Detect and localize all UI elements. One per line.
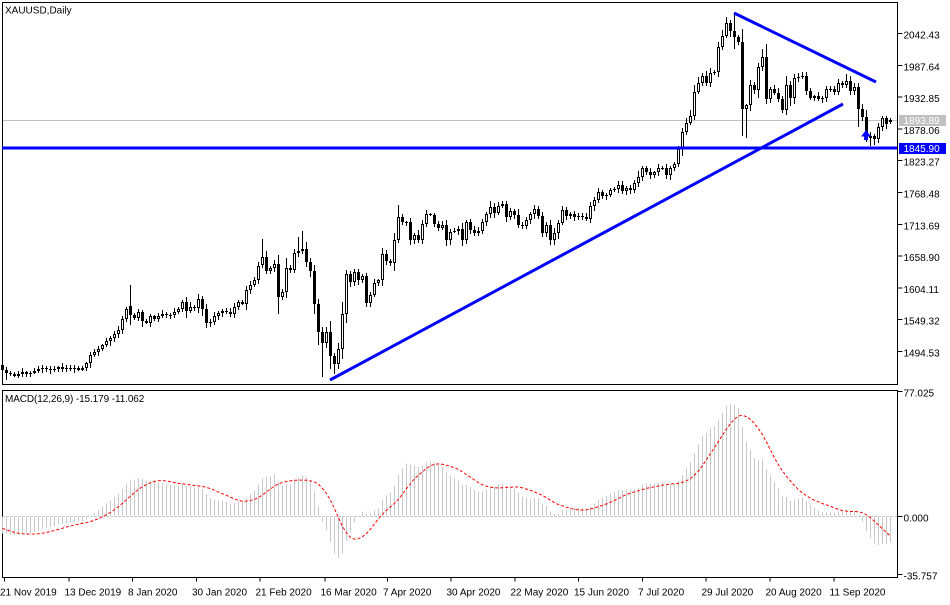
svg-text:1658.90: 1658.90 (904, 253, 941, 264)
svg-text:-35.757: -35.757 (904, 572, 938, 583)
svg-text:13 Dec 2019: 13 Dec 2019 (65, 588, 122, 599)
svg-text:0.000: 0.000 (904, 514, 929, 525)
svg-text:1987.64: 1987.64 (904, 62, 941, 73)
svg-text:8 Jan 2020: 8 Jan 2020 (128, 588, 178, 599)
svg-text:16 Mar 2020: 16 Mar 2020 (321, 588, 378, 599)
svg-text:7 Jul 2020: 7 Jul 2020 (638, 588, 685, 599)
svg-text:MACD(12,26,9) -15.179 -11.062: MACD(12,26,9) -15.179 -11.062 (5, 394, 145, 405)
svg-text:1549.32: 1549.32 (904, 317, 941, 328)
svg-text:1932.85: 1932.85 (904, 94, 941, 105)
svg-text:21 Nov 2019: 21 Nov 2019 (0, 588, 57, 599)
svg-text:29 Jul 2020: 29 Jul 2020 (702, 588, 754, 599)
svg-text:1878.06: 1878.06 (904, 126, 941, 137)
svg-text:1893.89: 1893.89 (904, 116, 941, 127)
svg-text:21 Feb 2020: 21 Feb 2020 (256, 588, 313, 599)
svg-text:77.025: 77.025 (904, 389, 935, 400)
svg-text:1494.53: 1494.53 (904, 349, 941, 360)
svg-text:1604.11: 1604.11 (904, 285, 940, 296)
svg-text:22 May 2020: 22 May 2020 (511, 588, 569, 599)
svg-text:1845.90: 1845.90 (904, 144, 941, 155)
svg-text:11 Sep 2020: 11 Sep 2020 (830, 588, 886, 599)
svg-text:15 Jun 2020: 15 Jun 2020 (574, 588, 629, 599)
svg-text:30 Jan 2020: 30 Jan 2020 (192, 588, 247, 599)
svg-text:7 Apr 2020: 7 Apr 2020 (383, 588, 432, 599)
svg-text:2042.43: 2042.43 (904, 31, 941, 42)
svg-text:1823.27: 1823.27 (904, 158, 941, 169)
svg-text:1713.69: 1713.69 (904, 221, 941, 232)
svg-text:XAUUSD,Daily: XAUUSD,Daily (5, 6, 72, 17)
svg-text:20 Aug 2020: 20 Aug 2020 (766, 588, 823, 599)
svg-text:30 Apr 2020: 30 Apr 2020 (447, 588, 501, 599)
svg-text:1768.48: 1768.48 (904, 190, 941, 201)
